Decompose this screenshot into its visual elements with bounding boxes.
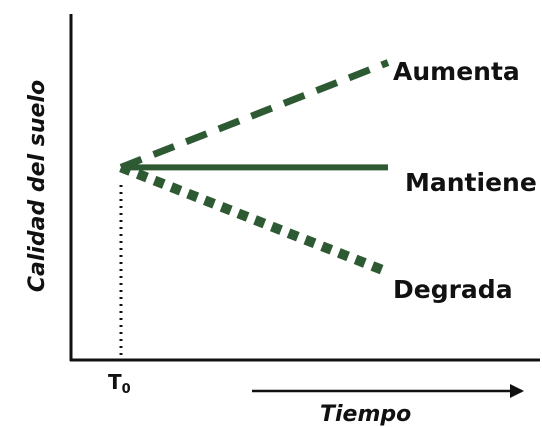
x-tick-label-t0: T0 [108, 370, 131, 397]
series-label-degrada: Degrada [393, 275, 513, 304]
series-line-aumenta [119, 59, 390, 171]
series-label-aumenta: Aumenta [393, 57, 520, 86]
series-label-mantiene: Mantiene [405, 168, 537, 197]
series-group [119, 59, 390, 277]
x-axis-title: Tiempo [320, 402, 411, 427]
series-line-degrada [119, 162, 390, 277]
y-axis-title: Calidad del suelo [25, 80, 50, 292]
